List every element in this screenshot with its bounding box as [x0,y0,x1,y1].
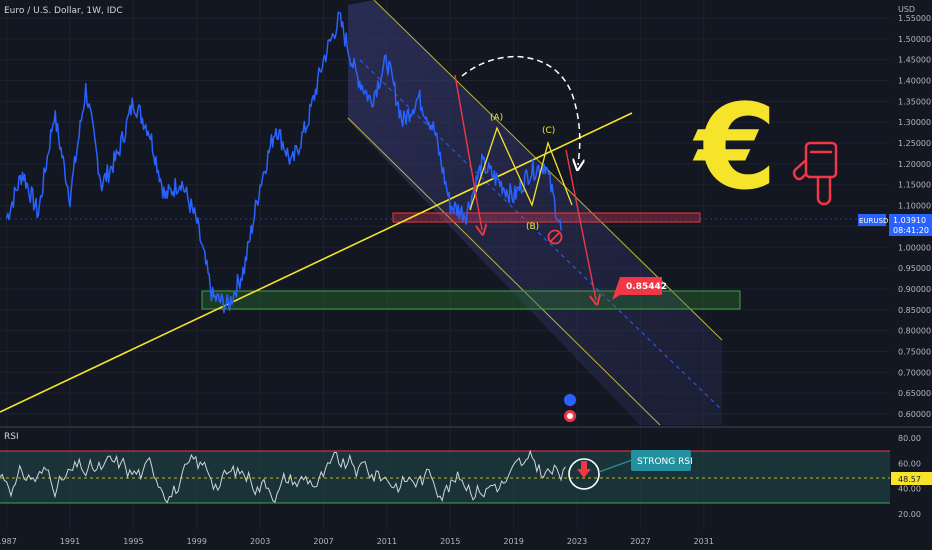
price-tick-label: 1.30000 [898,118,931,127]
resistance-zone[interactable] [392,212,701,223]
prohibited-icon [547,229,563,245]
rsi-tick-label: 20.00 [898,510,921,519]
rsi-title: RSI [4,432,19,442]
long-term-trendline[interactable] [0,112,633,413]
euro-sign-icon: € [692,78,777,216]
wave-label-b: (B) [526,222,539,232]
target-callout[interactable]: 0.85442 [612,277,667,300]
price-tick-label: 0.90000 [898,285,931,294]
price-tag-symbol: EURUSD [859,217,888,225]
price-tick-label: 0.65000 [898,389,931,398]
time-tick-label: 1991 [60,537,80,546]
abc-pattern-line [469,126,573,211]
rsi-line [0,449,566,504]
price-tag-countdown: 08:41:20 [893,226,929,235]
time-tick-label: 2003 [250,537,270,546]
strong-rsi-label: STRONG RSI [637,457,693,467]
price-tag: EURUSD 1.03910 08:41:20 [858,214,932,236]
chart-title: Euro / U.S. Dollar, 1W, IDC [4,6,123,16]
time-tick-label: 1987 [0,537,17,546]
drop-arrow-1 [454,74,482,230]
event-markers[interactable] [564,394,576,422]
support-zone[interactable] [201,290,741,310]
price-tick-label: 0.75000 [898,347,931,356]
price-axis-unit: USD [898,5,915,14]
hand-pointing-down-icon [792,141,838,206]
price-tick-label: 0.60000 [898,410,931,419]
rsi-tick-label: 80.00 [898,434,921,443]
channel-lower-line [347,117,661,426]
time-tick-label: 2023 [567,537,587,546]
wave-label-a: (A) [490,113,503,123]
eurusd-price-line [5,11,562,314]
drop-arrow-2 [565,149,596,300]
time-tick-label: 2027 [630,537,650,546]
time-tick-label: 1999 [187,537,207,546]
price-tick-label: 1.20000 [898,160,931,169]
price-tick-label: 1.40000 [898,77,931,86]
price-tick-label: 0.85000 [898,306,931,315]
time-tick-label: 2019 [503,537,523,546]
price-tick-label: 1.35000 [898,97,931,106]
price-tick-label: 0.80000 [898,327,931,336]
rsi-axis: 80.00 60.00 40.00 20.00 [898,434,921,519]
strong-rsi-callout[interactable]: STRONG RSI [568,450,693,490]
time-tick-label: 2015 [440,537,460,546]
price-tick-label: 1.45000 [898,56,931,65]
rsi-value-label: 48.57 [898,475,921,484]
wave-label-c: (C) [542,126,555,136]
rsi-value-tag [891,472,932,485]
price-tick-label: 1.50000 [898,35,931,44]
price-tag-value: 1.03910 [893,216,926,225]
price-tick-label: 0.95000 [898,264,931,273]
price-tick-label: 1.00000 [898,243,931,252]
channel-mid-line [359,59,723,411]
projection-arc [461,55,580,165]
price-axis: 0.60000 0.65000 0.70000 0.75000 0.80000 0.850… [898,14,931,419]
time-tick-label: 2007 [313,537,333,546]
price-tick-label: 1.10000 [898,202,931,211]
price-tick-label: 0.70000 [898,368,931,377]
rsi-band [0,451,890,503]
price-tick-label: 1.25000 [898,139,931,148]
price-tick-label: 1.15000 [898,181,931,190]
target-label: 0.85442 [626,282,667,292]
time-tick-label: 2031 [694,537,714,546]
rsi-tick-label: 40.00 [898,485,921,494]
rsi-tick-label: 60.00 [898,459,921,468]
price-tick-label: 1.55000 [898,14,931,23]
time-axis: 1987 1991 1995 1999 2003 2007 2011 2015 2019 2023… [0,537,714,546]
time-tick-label: 1995 [123,537,143,546]
time-tick-label: 2011 [377,537,397,546]
